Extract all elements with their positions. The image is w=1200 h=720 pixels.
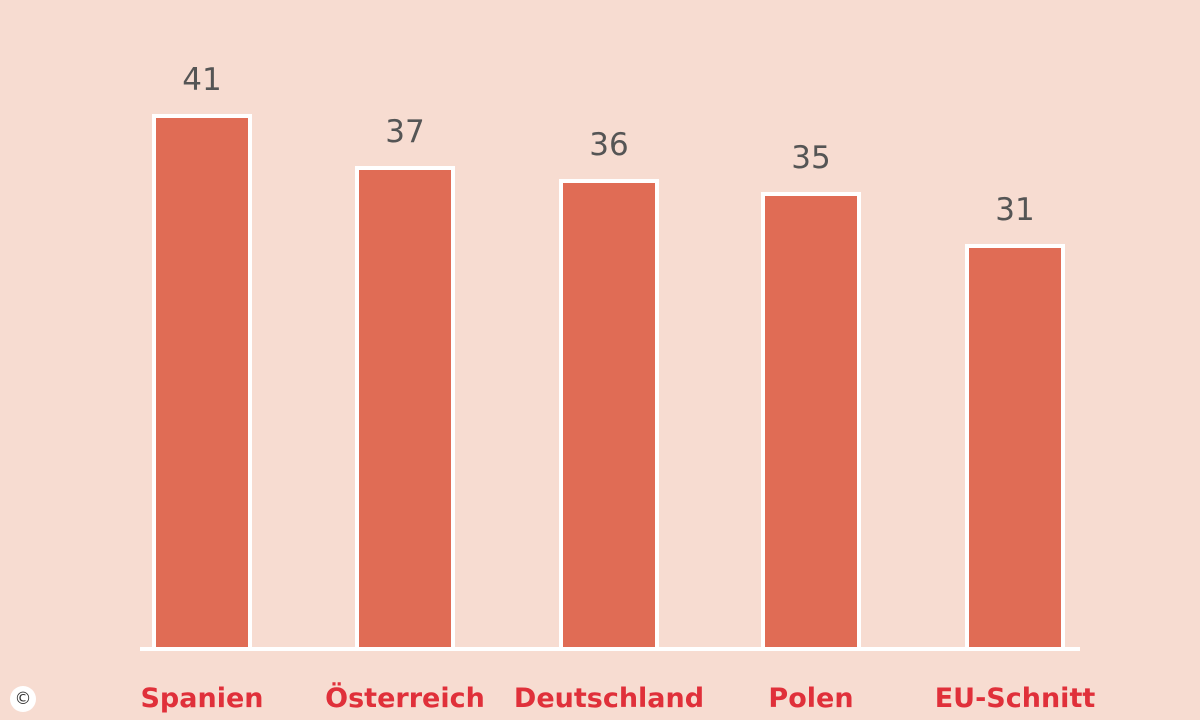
value-label: 31 [995,192,1034,228]
category-label: Österreich [325,681,485,714]
value-label: 36 [589,127,628,163]
category-label: Spanien [140,683,263,714]
value-label: 41 [182,62,221,98]
value-label: 35 [791,140,830,176]
value-label: 37 [385,114,424,150]
bar-polen [761,192,861,651]
category-label: EU-Schnitt [935,683,1096,714]
copyright-badge: © [10,686,36,712]
bar-österreich [355,166,455,651]
bar-deutschland [559,179,659,651]
bar-spanien [152,114,252,651]
category-label: Polen [768,683,853,714]
category-label: Deutschland [514,683,704,714]
bar-eu-schnitt [965,244,1065,651]
